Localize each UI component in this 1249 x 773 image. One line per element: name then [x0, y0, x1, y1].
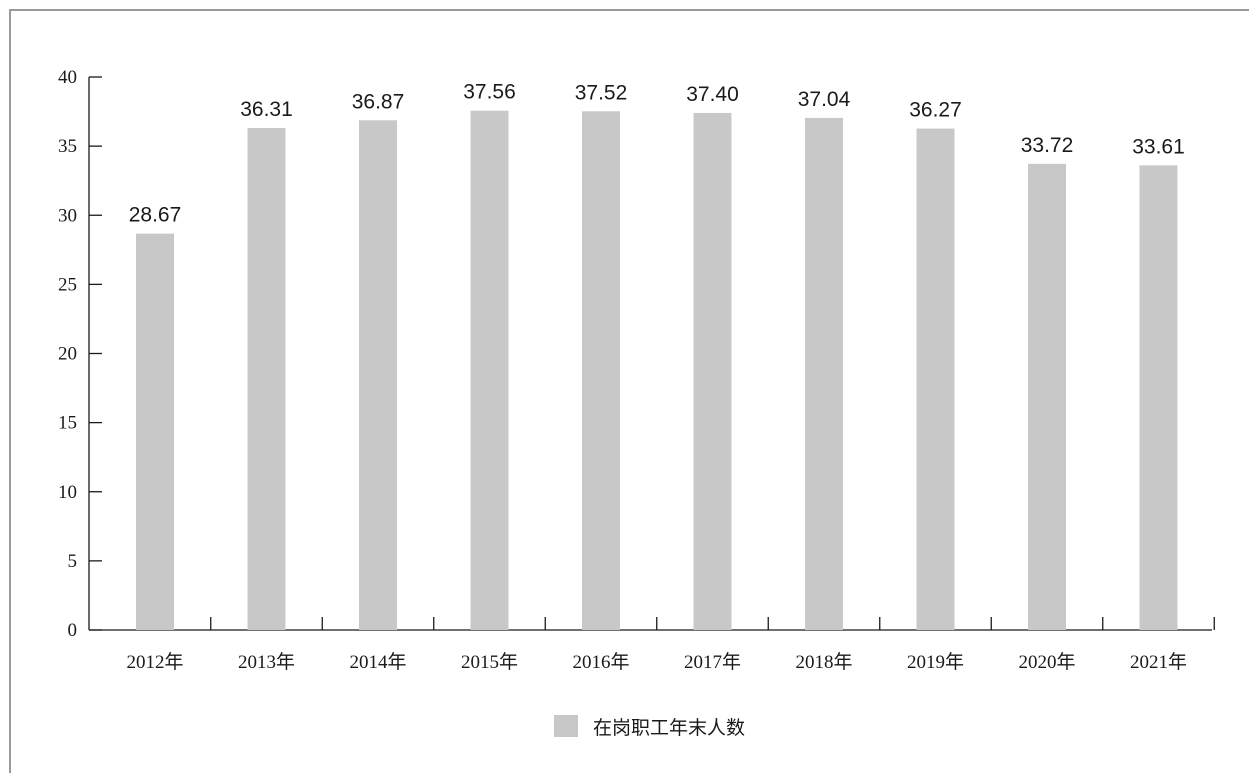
- data-label: 28.67: [129, 204, 182, 227]
- x-tick-label: 2020年: [1018, 651, 1075, 673]
- bar[interactable]: [916, 128, 955, 630]
- data-label: 37.52: [575, 81, 628, 104]
- y-tick-label: 40: [58, 67, 77, 88]
- bar[interactable]: [693, 112, 732, 630]
- y-tick-label: 20: [58, 344, 77, 365]
- data-label: 37.40: [686, 83, 739, 106]
- data-label: 37.56: [463, 81, 516, 104]
- data-label: 36.87: [352, 90, 405, 113]
- bar[interactable]: [470, 110, 509, 630]
- data-label: 33.61: [1132, 135, 1185, 158]
- bar[interactable]: [582, 111, 620, 630]
- data-label: 36.27: [909, 99, 962, 122]
- bar[interactable]: [1028, 163, 1066, 631]
- y-tick-label: 0: [68, 620, 78, 641]
- bar[interactable]: [1139, 165, 1178, 631]
- y-tick-label: 25: [58, 274, 77, 295]
- data-label: 37.04: [798, 88, 851, 111]
- bar[interactable]: [247, 128, 286, 630]
- data-label: 36.31: [240, 98, 293, 121]
- x-tick-label: 2016年: [572, 651, 629, 673]
- x-tick-label: 2017年: [684, 651, 741, 673]
- bar[interactable]: [359, 120, 397, 630]
- y-tick-label: 30: [58, 205, 77, 226]
- x-tick-label: 2015年: [461, 651, 518, 673]
- legend-label: 在岗职工年末人数: [593, 717, 745, 739]
- bar[interactable]: [136, 233, 174, 630]
- x-tick-label: 2013年: [238, 651, 295, 673]
- data-label: 33.72: [1021, 134, 1074, 157]
- y-tick-label: 10: [58, 482, 77, 503]
- x-tick-label: 2014年: [349, 651, 406, 673]
- y-tick-label: 15: [58, 413, 77, 434]
- x-tick-label: 2012年: [126, 651, 183, 673]
- legend-swatch: [554, 715, 578, 737]
- y-tick-label: 35: [58, 136, 77, 157]
- bar[interactable]: [805, 117, 843, 630]
- x-tick-label: 2021年: [1130, 651, 1187, 673]
- y-tick-label: 5: [68, 551, 78, 572]
- x-tick-label: 2019年: [907, 651, 964, 673]
- chart-frame: [9, 9, 1249, 773]
- x-tick-label: 2018年: [795, 651, 852, 673]
